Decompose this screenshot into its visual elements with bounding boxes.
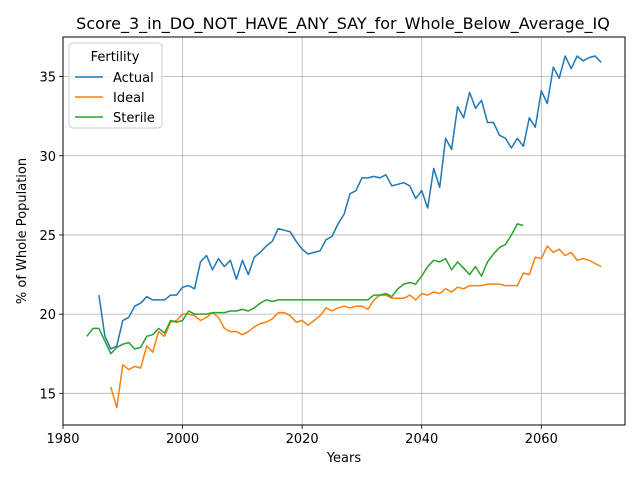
series-line-actual <box>98 55 602 350</box>
chart-title: Score_3_in_DO_NOT_HAVE_ANY_SAY_for_Whole… <box>76 14 610 34</box>
legend-items: Actual Ideal Sterile <box>75 71 155 126</box>
y-axis-label: % of Whole Population <box>15 158 30 304</box>
legend-box <box>68 42 163 129</box>
y-tick-label: 25 <box>39 229 56 244</box>
series-line-ideal <box>110 245 602 409</box>
x-axis: 1980 2000 2020 2040 2060 <box>46 425 558 447</box>
legend: Fertility Actual Ideal Sterile <box>68 42 163 129</box>
legend-label-ideal: Ideal <box>113 91 145 106</box>
x-tick-label: 2000 <box>166 432 199 447</box>
y-tick-label: 30 <box>39 150 56 165</box>
legend-title: Fertility <box>91 50 140 65</box>
y-tick-label: 20 <box>39 308 56 323</box>
x-tick-label: 2040 <box>405 432 438 447</box>
y-tick-label: 15 <box>39 387 56 402</box>
grid <box>62 37 625 425</box>
x-axis-label: Years <box>326 451 362 466</box>
legend-label-actual: Actual <box>113 71 154 86</box>
plot-frame <box>62 36 626 426</box>
x-tick-label: 1980 <box>46 432 79 447</box>
series-layer <box>86 55 602 409</box>
series-line-sterile <box>86 223 524 355</box>
x-tick-label: 2060 <box>525 432 558 447</box>
y-tick-label: 35 <box>39 71 56 86</box>
x-tick-label: 2020 <box>286 432 319 447</box>
y-axis: 15 20 25 30 35 <box>39 71 63 402</box>
legend-label-sterile: Sterile <box>113 111 155 126</box>
